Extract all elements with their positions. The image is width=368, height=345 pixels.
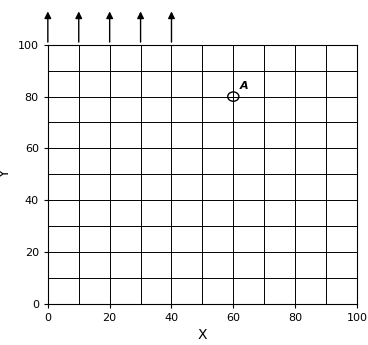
Y-axis label: Y: Y <box>0 170 12 178</box>
X-axis label: X: X <box>198 328 207 342</box>
Text: A: A <box>240 81 248 91</box>
